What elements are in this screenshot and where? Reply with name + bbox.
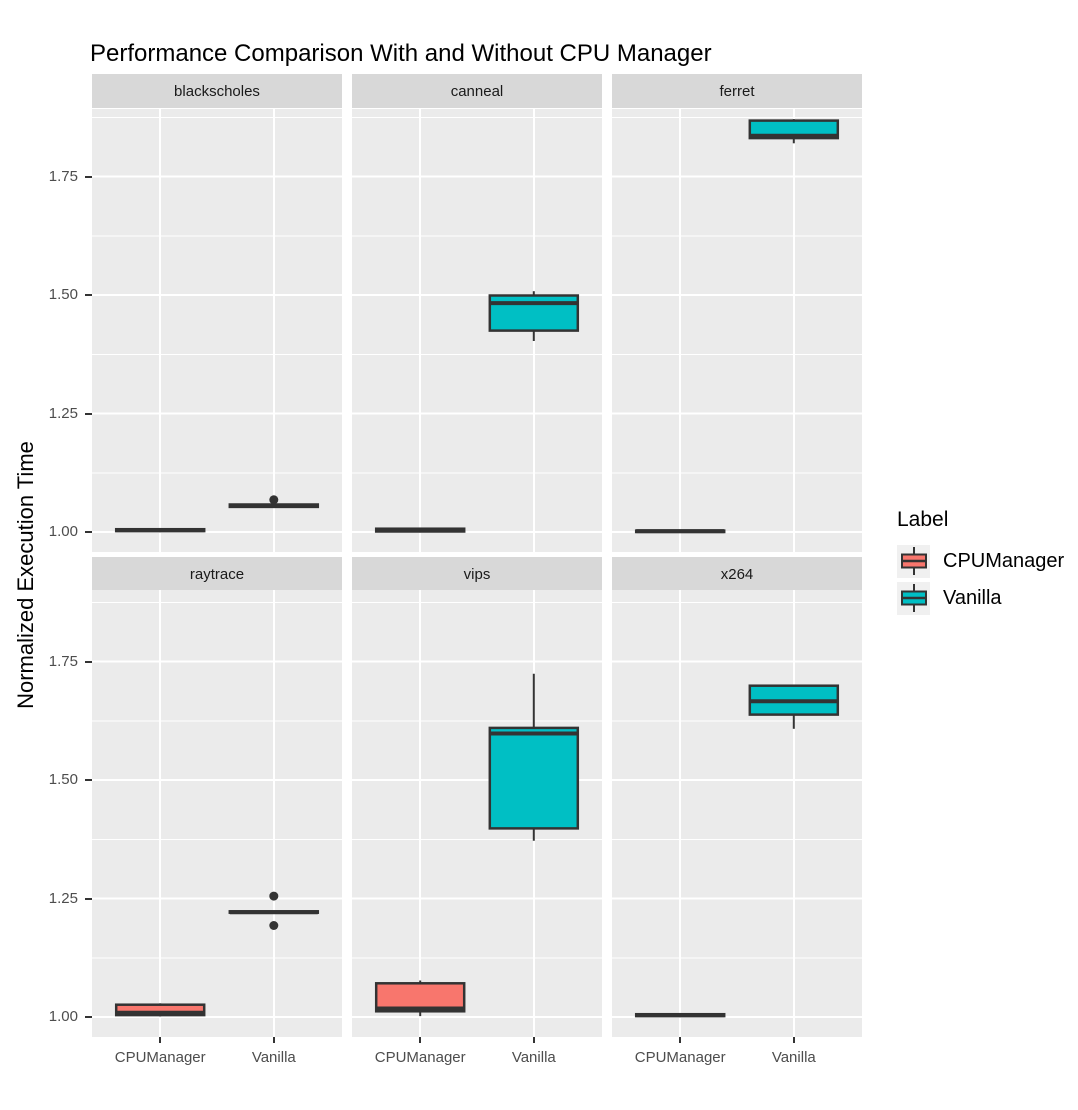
- x-tick: [679, 1037, 682, 1043]
- facet-strip-ferret: ferret: [612, 74, 862, 108]
- x-tick-label: Vanilla: [251, 1049, 296, 1066]
- facet-strip-label: blackscholes: [174, 82, 260, 100]
- x-tick: [272, 1037, 275, 1043]
- outlier-point: [269, 891, 279, 901]
- boxplot-ferret-vanilla: [748, 119, 840, 144]
- y-tick-label: 1.25: [48, 889, 78, 907]
- y-tick-label: 1.00: [48, 1008, 78, 1025]
- boxplot-vips-cpumanager: [374, 980, 466, 1017]
- boxplot-blackscholes-cpumanager: [114, 527, 206, 533]
- x-tick-label: CPUManager: [634, 1049, 726, 1066]
- x-tick: [419, 1037, 422, 1043]
- y-tick: [85, 294, 92, 296]
- facet-strip-label: raytrace: [189, 565, 245, 583]
- boxplot-key-icon: [897, 581, 930, 615]
- y-tick: [85, 531, 92, 533]
- boxplot-canneal-cpumanager: [374, 527, 466, 533]
- y-tick-label: 1.75: [48, 167, 78, 185]
- y-tick-label: 1.00: [48, 523, 78, 540]
- boxplot-x264-vanilla: [748, 684, 840, 729]
- facet-panel-raytrace: [92, 590, 342, 1037]
- x-tick-label: CPUManager: [374, 1049, 466, 1066]
- x-tick-label: Vanilla: [771, 1049, 816, 1066]
- legend-title: Label: [897, 508, 949, 531]
- y-tick-label: 1.25: [48, 404, 78, 422]
- boxplot-blackscholes-vanilla: [228, 495, 320, 509]
- facet-strip-raytrace: raytrace: [92, 557, 342, 591]
- facet-strip-label: ferret: [719, 82, 755, 100]
- facet-panel-vips: [352, 590, 602, 1037]
- facet-strip-label: x264: [720, 565, 754, 583]
- facet-strip-blackscholes: blackscholes: [92, 74, 342, 108]
- chart-title: Performance Comparison With and Without …: [90, 40, 712, 67]
- legend-entry-label: Vanilla: [943, 586, 1002, 609]
- facet-panel-x264: [612, 590, 862, 1037]
- x-tick: [532, 1037, 535, 1043]
- boxplot-raytrace-vanilla: [228, 891, 320, 930]
- y-tick: [85, 897, 92, 900]
- x-tick-label: Vanilla: [511, 1049, 556, 1066]
- y-tick: [85, 779, 92, 781]
- outlier-point: [269, 495, 279, 505]
- y-axis-title: Normalized Execution Time: [13, 441, 38, 709]
- x-tick: [159, 1037, 162, 1043]
- facet-panel-canneal: [352, 109, 602, 552]
- y-tick-label: 1.75: [48, 652, 78, 670]
- facet-strip-label: canneal: [450, 82, 504, 100]
- y-tick: [85, 412, 92, 415]
- boxplot-ferret-cpumanager: [634, 529, 726, 534]
- boxplot-raytrace-cpumanager: [114, 1003, 206, 1017]
- facet-strip-vips: vips: [352, 557, 602, 591]
- facet-strip-x264: x264: [612, 557, 862, 591]
- boxplot-key-icon: [897, 544, 930, 578]
- facet-strip-canneal: canneal: [352, 74, 602, 108]
- legend: Label CPUManager Vanilla: [897, 508, 1064, 618]
- x-tick: [792, 1037, 795, 1043]
- facet-panel-blackscholes: [92, 109, 342, 552]
- y-tick-label: 1.50: [48, 286, 78, 303]
- y-tick-label: 1.50: [48, 771, 78, 788]
- legend-entry-label: CPUManager: [943, 549, 1065, 572]
- y-tick: [85, 1016, 92, 1018]
- y-tick: [85, 660, 92, 663]
- legend-entry-vanilla: Vanilla: [897, 581, 1064, 615]
- facet-strip-label: vips: [463, 565, 491, 583]
- y-tick: [85, 175, 92, 178]
- x-tick-label: CPUManager: [114, 1049, 206, 1066]
- boxplot-x264-cpumanager: [634, 1012, 726, 1018]
- boxplot-canneal-vanilla: [488, 291, 580, 341]
- legend-entry-cpumanager: CPUManager: [897, 544, 1064, 578]
- facet-panel-ferret: [612, 109, 862, 552]
- boxplot-vips-vanilla: [488, 673, 580, 841]
- outlier-point: [269, 921, 279, 930]
